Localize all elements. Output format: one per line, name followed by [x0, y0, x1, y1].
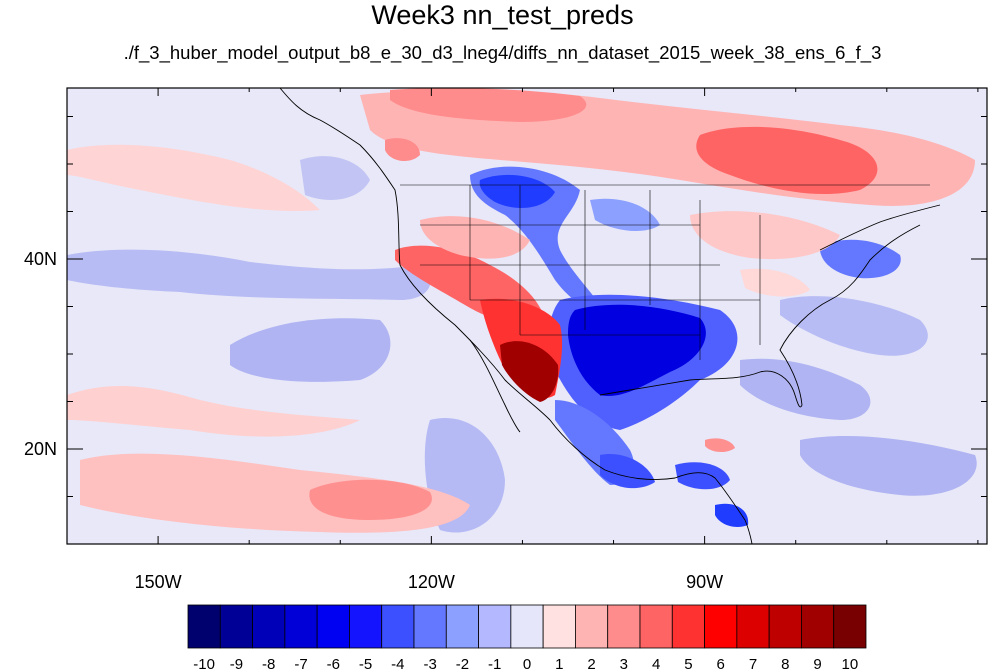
colorbar-swatch — [187, 604, 221, 649]
colorbar-label: 10 — [842, 656, 859, 672]
colorbar-label: 6 — [717, 656, 725, 672]
colorbar-label: 3 — [620, 656, 628, 672]
pacific-blue-band — [67, 249, 431, 300]
coastline — [279, 87, 941, 545]
north-blue-core — [479, 174, 555, 208]
colorbar-labels: -10 -9 -8 -7 -6 -5 -4 -3 -2 -1 0 1 2 3 4 5 6 7 8 9 10 — [193, 656, 858, 672]
colorbar-swatch — [349, 604, 383, 649]
colorbar-swatch — [639, 604, 673, 649]
colorbar-swatch — [413, 604, 447, 649]
colorbar-label: -10 — [193, 656, 215, 672]
colorbar-label: 4 — [652, 656, 660, 672]
east-us-red — [690, 211, 840, 260]
colorbar-label: -9 — [230, 656, 243, 672]
plains-blue — [590, 198, 660, 232]
x-axis-labels: 150W 120W 90W — [135, 572, 724, 592]
y-tick-label: 20N — [24, 439, 57, 459]
colorbar-label: -8 — [262, 656, 275, 672]
colorbar-label: -6 — [327, 656, 340, 672]
x-tick-label: 150W — [135, 572, 182, 592]
southcentral-blue-core — [568, 304, 706, 396]
colorbar-swatch — [671, 604, 705, 649]
y-tick-label: 40N — [24, 249, 57, 269]
mexico-blue-b — [600, 454, 655, 489]
colorbar-swatch — [607, 604, 641, 649]
caribbean-blue — [800, 435, 977, 496]
colorbar-label: -4 — [391, 656, 404, 672]
pacific-red-band-a — [67, 385, 360, 437]
anomaly-field — [67, 88, 987, 544]
colorbar-swatch — [284, 604, 318, 649]
colorbar-swatch — [316, 604, 350, 649]
atlantic-blue-a — [780, 296, 928, 356]
baja-dark-red — [500, 341, 559, 402]
colorbar-swatch — [542, 604, 576, 649]
plot-frame — [66, 87, 988, 545]
central-america-blue — [675, 462, 730, 490]
canada-red-core — [696, 126, 878, 195]
x-tick-label: 120W — [408, 572, 455, 592]
colorbar-label: 2 — [587, 656, 595, 672]
pacific-red-core — [309, 479, 432, 520]
colorbar-label: -3 — [423, 656, 436, 672]
colorbar-label: 5 — [684, 656, 692, 672]
colorbar-swatch — [736, 604, 770, 649]
central-america-blue-b — [715, 503, 749, 527]
colorbar-label: 9 — [813, 656, 821, 672]
colorbar-swatch — [833, 604, 867, 649]
colorbar-label: -5 — [359, 656, 372, 672]
colorbar-swatch — [704, 604, 738, 649]
north-red-core — [390, 88, 587, 122]
x-tick-label: 90W — [686, 572, 723, 592]
state-boundaries — [400, 184, 930, 360]
southeast-red — [740, 268, 810, 297]
pacific-red-north — [67, 144, 320, 211]
colorbar-label: -2 — [456, 656, 469, 672]
great-basin-red — [420, 216, 530, 259]
colorbar-swatch — [801, 604, 835, 649]
gulf-blue — [740, 358, 871, 420]
colorbar-label: 0 — [523, 656, 531, 672]
northeast-blue — [819, 239, 901, 279]
colorbar — [187, 604, 867, 649]
pacific-blue-north — [300, 156, 370, 200]
cuba-red — [705, 438, 735, 453]
colorbar-label: 8 — [781, 656, 789, 672]
colorbar-swatch — [252, 604, 286, 649]
bc-red-core — [385, 138, 420, 162]
colorbar-swatch — [768, 604, 802, 649]
colorbar-swatch — [219, 604, 253, 649]
colorbar-label: 1 — [555, 656, 563, 672]
colorbar-swatch — [510, 604, 544, 649]
axis-ticks — [67, 88, 987, 544]
y-axis-labels: 40N 20N — [24, 249, 57, 459]
colorbar-label: -1 — [488, 656, 501, 672]
colorbar-swatch — [445, 604, 479, 649]
colorbar-label: 7 — [749, 656, 757, 672]
map-subtitle: ./f_3_huber_model_output_b8_e_30_d3_lneg… — [123, 42, 882, 63]
pacific-blue-patch-a — [230, 318, 391, 382]
colorbar-swatch — [478, 604, 512, 649]
map-title: Week3 nn_test_preds — [371, 0, 634, 30]
colorbar-swatch — [381, 604, 415, 649]
colorbar-swatch — [575, 604, 609, 649]
colorbar-label: -7 — [294, 656, 307, 672]
